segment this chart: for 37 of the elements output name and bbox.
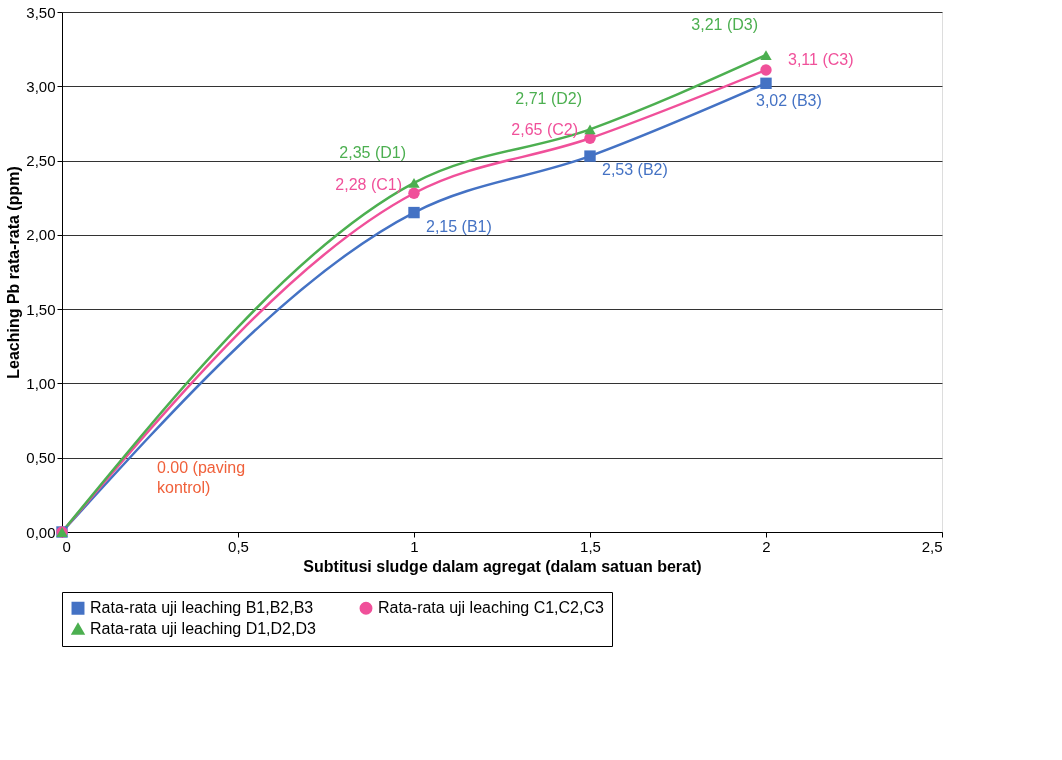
point xyxy=(408,177,420,188)
x-tick-label: 0,5 xyxy=(228,537,249,555)
y-tick-label: 3,00 xyxy=(26,77,56,95)
point xyxy=(408,187,420,199)
y-axis-title: Leaching Pb rata-rata (ppm) xyxy=(5,166,23,379)
legend-label: Rata-rata uji leaching B1,B2,B3 xyxy=(90,599,314,617)
annotation: 2,53 (B2) xyxy=(602,161,668,179)
x-axis-title: Subtitusi sludge dalam agregat (dalam satuan berat) xyxy=(303,557,702,575)
legend-label: Rata-rata uji leaching C1,C2,C3 xyxy=(378,599,604,617)
x-tick-label: 2 xyxy=(762,537,771,555)
annotation: 2,35 (D1) xyxy=(339,143,406,161)
point xyxy=(760,77,772,90)
annotation: 2,28 (C1) xyxy=(335,176,402,194)
x-tick-label: 1 xyxy=(410,537,419,555)
annotation: 3,11 (C3) xyxy=(788,50,854,68)
y-tick-label: 0,50 xyxy=(26,449,56,467)
annotation: 3,21 (D3) xyxy=(691,16,758,34)
x-tick-label: 1,5 xyxy=(580,537,601,555)
point xyxy=(760,64,772,76)
point xyxy=(408,206,420,219)
y-tick-label: 2,00 xyxy=(26,226,56,244)
annotation: 2,15 (B1) xyxy=(426,217,492,235)
annotation: 2,71 (D2) xyxy=(515,90,582,108)
y-tick-label: 3,50 xyxy=(26,3,56,21)
y-tick-label: 2,50 xyxy=(26,152,56,170)
annotation: 2,65 (C2) xyxy=(511,121,578,139)
annotation: 0.00 (paving kontrol) xyxy=(157,459,246,496)
point xyxy=(760,50,772,61)
annotation: 3,02 (B3) xyxy=(756,92,822,110)
x-tick-label: 0 xyxy=(62,537,71,555)
y-tick-label: 1,50 xyxy=(26,300,56,318)
y-tick-label: 0,00 xyxy=(26,523,56,541)
legend-label: Rata-rata uji leaching D1,D2,D3 xyxy=(90,620,316,637)
y-tick-label: 1,00 xyxy=(26,374,56,392)
x-tick-label: 2,5 xyxy=(921,537,943,555)
point xyxy=(584,124,596,135)
point xyxy=(584,150,596,162)
